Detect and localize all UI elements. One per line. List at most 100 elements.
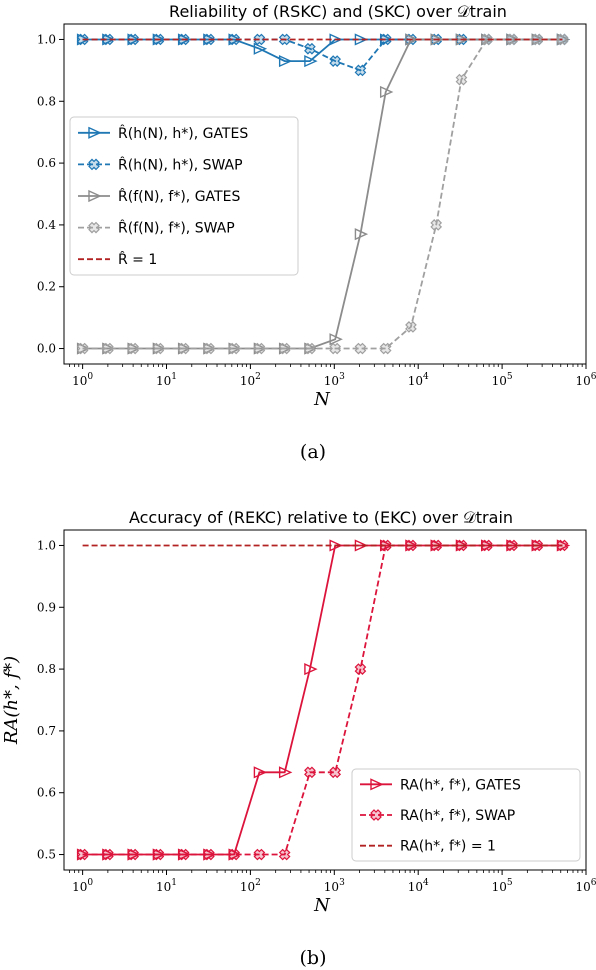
legend-label: R̂(h(N), h*), SWAP	[118, 157, 243, 174]
data-point	[177, 342, 192, 355]
legend-box	[69, 116, 299, 276]
x-tick-label: 104	[408, 878, 429, 894]
legend-marker	[370, 778, 384, 791]
data-point	[379, 33, 392, 46]
legend-label: R̂ = 1	[118, 252, 157, 269]
data-point	[278, 848, 291, 861]
data-point	[177, 848, 190, 861]
data-point	[379, 342, 392, 355]
legend-label: RA(h*, f*) = 1	[400, 839, 496, 855]
legend-label: RA(h*, f*), SWAP	[400, 808, 515, 824]
data-point	[177, 33, 192, 46]
legend-box	[351, 768, 581, 862]
data-point	[177, 848, 192, 861]
legend-label: R̂(f(N), f*), GATES	[118, 188, 240, 205]
data-point	[278, 342, 291, 355]
x-tick-label: 106	[575, 372, 596, 388]
data-point	[203, 848, 215, 861]
data-point	[228, 848, 240, 861]
data-point	[278, 766, 293, 779]
data-point	[506, 539, 518, 552]
x-axis-label: N	[313, 895, 331, 916]
data-point	[253, 766, 268, 779]
data-point	[506, 33, 518, 46]
data-point	[127, 342, 139, 355]
chart-title: Accuracy of (REKC) relative to (EKC) ove…	[129, 508, 513, 527]
data-point	[556, 539, 571, 552]
data-point	[531, 539, 545, 552]
chart-reliability: Reliability of (RSKC) and (SKC) over 𝒟tr…	[37, 2, 596, 410]
series-3	[76, 33, 569, 355]
caption-a: (a)	[300, 441, 326, 463]
x-tick-label: 100	[72, 878, 93, 894]
data-point	[76, 848, 91, 861]
x-tick-label: 106	[575, 878, 596, 894]
y-tick-label: 1.0	[37, 538, 56, 552]
data-point	[354, 228, 369, 241]
data-point	[152, 342, 167, 355]
chart-title: Reliability of (RSKC) and (SKC) over 𝒟tr…	[169, 2, 507, 21]
data-point	[102, 848, 114, 861]
legend-entry: R̂(f(N), f*), SWAP	[78, 220, 235, 237]
y-axis-label: RA(h*, f*)	[1, 656, 22, 745]
data-point	[405, 321, 417, 333]
x-tick-label: 102	[240, 878, 261, 894]
data-point	[304, 55, 318, 68]
data-point	[304, 342, 316, 355]
x-tick-label: 101	[156, 878, 177, 894]
data-point	[329, 766, 342, 779]
caption-b: (b)	[300, 947, 327, 969]
data-point	[354, 342, 367, 355]
y-tick-label: 0.8	[37, 662, 56, 676]
data-point	[405, 539, 419, 552]
legend-entry: RA(h*, f*) = 1	[360, 839, 496, 855]
x-tick-label: 105	[492, 878, 513, 894]
data-point	[430, 539, 444, 552]
data-point	[152, 848, 167, 861]
y-tick-label: 0.8	[37, 94, 56, 108]
data-point	[430, 219, 443, 231]
data-point	[253, 342, 266, 355]
legend-entry: R̂(f(N), f*), GATES	[78, 188, 240, 205]
y-tick-label: 0.6	[37, 786, 56, 800]
data-point	[127, 848, 139, 861]
legend-entry: RA(h*, f*), GATES	[360, 777, 521, 793]
y-tick-label: 0.0	[37, 342, 56, 356]
data-point	[76, 342, 91, 355]
data-point	[329, 333, 343, 346]
chart-accuracy: Accuracy of (REKC) relative to (EKC) ove…	[1, 508, 596, 916]
data-point	[76, 848, 89, 861]
legend-marker	[88, 221, 100, 234]
legend-label: R̂(h(N), h*), GATES	[118, 125, 248, 142]
legend-label: RA(h*, f*), GATES	[400, 777, 521, 793]
data-point	[455, 73, 468, 86]
data-point	[304, 342, 318, 355]
data-point	[480, 539, 493, 552]
x-tick-label: 102	[240, 372, 261, 388]
data-point	[102, 33, 114, 46]
data-point	[379, 539, 392, 552]
legend-entry: R̂(h(N), h*), GATES	[78, 125, 248, 142]
data-point	[278, 342, 293, 355]
y-tick-label: 1.0	[37, 32, 56, 46]
data-point	[76, 33, 91, 46]
data-point	[278, 55, 293, 68]
data-point	[177, 342, 190, 355]
legend-entry: RA(h*, f*), SWAP	[360, 808, 515, 824]
y-tick-label: 0.9	[37, 600, 56, 614]
x-tick-label: 103	[324, 372, 345, 388]
data-point	[405, 33, 419, 46]
data-point	[480, 33, 493, 46]
data-point	[304, 42, 316, 55]
y-tick-label: 0.5	[37, 848, 56, 862]
data-point	[76, 342, 89, 355]
data-point	[304, 663, 318, 676]
data-point	[354, 663, 367, 675]
data-point	[253, 848, 266, 861]
data-point	[430, 33, 444, 46]
data-point	[152, 848, 165, 861]
data-point	[329, 342, 342, 355]
legend: RA(h*, f*), GATES RA(h*, f*), SWAP RA(h*, …	[351, 768, 581, 862]
y-tick-label: 0.6	[37, 156, 56, 170]
plot-area-frame	[63, 529, 587, 871]
